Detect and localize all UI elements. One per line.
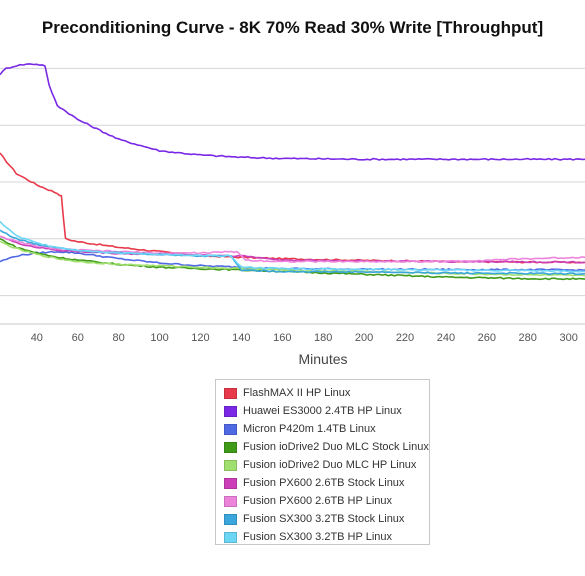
legend-swatch-0 [224,387,237,399]
legend-swatch-1 [224,405,237,417]
x-tick-label-120: 120 [191,332,209,344]
legend-swatch-8 [224,531,237,543]
x-tick-label-140: 140 [232,332,250,344]
chart-legend: FlashMAX II HP Linux Huawei ES3000 2.4TB … [215,379,430,545]
series-line-1 [0,63,585,161]
x-tick-label-220: 220 [396,332,414,344]
x-tick-label-180: 180 [314,332,332,344]
legend-swatch-3 [224,441,237,453]
legend-swatch-7 [224,513,237,525]
x-tick-label-240: 240 [437,332,455,344]
legend-item-1[interactable]: Huawei ES3000 2.4TB HP Linux [216,402,429,420]
series-line-6 [0,235,585,263]
x-tick-label-260: 260 [478,332,496,344]
legend-label-3: Fusion ioDrive2 Duo MLC Stock Linux [243,441,429,453]
legend-label-6: Fusion PX600 2.6TB HP Linux [243,495,392,507]
legend-item-4[interactable]: Fusion ioDrive2 Duo MLC HP Linux [216,456,429,474]
legend-swatch-5 [224,477,237,489]
x-tick-label-80: 80 [113,332,125,344]
x-axis-label: Minutes [298,351,347,367]
legend-label-0: FlashMAX II HP Linux [243,387,351,399]
legend-label-7: Fusion SX300 3.2TB Stock Linux [243,513,405,525]
legend-item-8[interactable]: Fusion SX300 3.2TB HP Linux [216,528,429,546]
legend-item-0[interactable]: FlashMAX II HP Linux [216,384,429,402]
grid-layer [0,67,585,325]
legend-item-5[interactable]: Fusion PX600 2.6TB Stock Linux [216,474,429,492]
tick-layer: 40 60 80 100 120 140 160 180 200 220 240 260 280 300 [31,332,578,344]
legend-item-6[interactable]: Fusion PX600 2.6TB HP Linux [216,492,429,510]
legend-swatch-2 [224,423,237,435]
series-layer [0,63,585,281]
x-tick-label-100: 100 [150,332,168,344]
x-tick-label-300: 300 [559,332,577,344]
legend-swatch-6 [224,495,237,507]
series-line-8 [0,220,585,273]
legend-item-3[interactable]: Fusion ioDrive2 Duo MLC Stock Linux [216,438,429,456]
legend-label-2: Micron P420m 1.4TB Linux [243,423,376,435]
legend-item-2[interactable]: Micron P420m 1.4TB Linux [216,420,429,438]
chart-title: Preconditioning Curve - 8K 70% Read 30% … [41,18,544,37]
legend-label-4: Fusion ioDrive2 Duo MLC HP Linux [243,459,417,471]
legend-label-8: Fusion SX300 3.2TB HP Linux [243,531,392,543]
legend-swatch-4 [224,459,237,471]
legend-label-1: Huawei ES3000 2.4TB HP Linux [243,405,402,417]
x-tick-label-40: 40 [31,332,43,344]
series-line-0 [0,152,585,264]
x-tick-label-160: 160 [273,332,291,344]
x-tick-label-200: 200 [355,332,373,344]
legend-label-5: Fusion PX600 2.6TB Stock Linux [243,477,405,489]
legend-item-7[interactable]: Fusion SX300 3.2TB Stock Linux [216,510,429,528]
x-tick-label-60: 60 [72,332,84,344]
x-tick-label-280: 280 [519,332,537,344]
